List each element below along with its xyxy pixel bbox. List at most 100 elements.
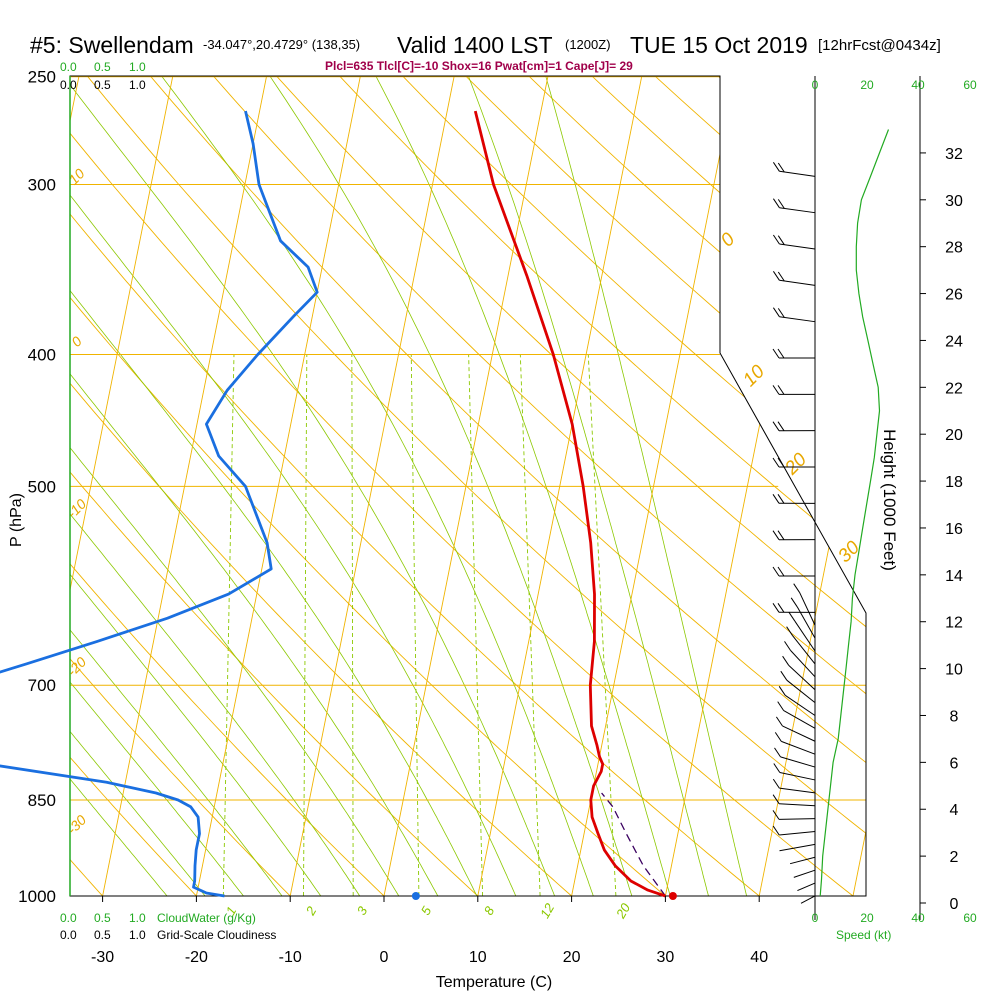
wind-barb-shaft <box>779 243 816 250</box>
stability-params: Plcl=635 Tlcl[C]=-10 Shox=16 Pwat[cm]=1 … <box>325 59 633 73</box>
mixing-ratio-label: 3 <box>354 903 371 917</box>
cloud-bottom-black-1: 0.5 <box>94 928 111 942</box>
dry-adiabat-line <box>566 76 866 896</box>
dry-adiabat-line <box>70 76 866 896</box>
height-tick-label: 14 <box>945 568 963 585</box>
x-tick-label: 40 <box>750 949 768 966</box>
x-axis-title: Temperature (C) <box>436 974 552 991</box>
dry-adiabat-line <box>442 76 866 896</box>
wind-barb-shaft <box>796 606 816 639</box>
pressure-tick-label: 850 <box>28 791 56 810</box>
wind-barb-shaft <box>788 664 816 691</box>
cloudiness-label: Grid-Scale Cloudiness <box>157 928 276 942</box>
surface-temperature-dot <box>668 892 677 900</box>
wind-speed-profile <box>819 129 890 897</box>
cloud-bottom-green-2: 1.0 <box>129 911 146 925</box>
mixing-ratio-line <box>410 354 420 896</box>
wind-barb-flag <box>772 234 780 245</box>
moist-adiabat-line <box>70 76 492 896</box>
moist-adiabat-line <box>253 76 642 896</box>
mixing-ratio-label: 5 <box>418 903 435 917</box>
wind-barb-flag <box>772 794 780 804</box>
wind-barb-shaft <box>779 787 816 794</box>
wind-barb-flag <box>788 611 796 622</box>
wind-barb-shaft <box>781 740 816 755</box>
wind-barb-flag <box>777 457 785 468</box>
station-title: #5: Swellendam <box>30 32 194 58</box>
wind-barb-shaft <box>778 818 816 820</box>
wind-barb-flag <box>777 271 785 282</box>
wind-barb-shaft <box>790 650 816 678</box>
wind-barb-shaft <box>779 772 816 781</box>
moist-adiabat-line <box>70 76 229 896</box>
speed-top-0: 0 <box>812 78 819 92</box>
speed-top-2: 40 <box>911 78 925 92</box>
dry-adiabat-label: 20 <box>781 449 812 480</box>
speed-axis-title: Speed (kt) <box>836 928 891 942</box>
speed-top-3: 60 <box>963 78 977 92</box>
wind-barb-flag <box>784 641 791 651</box>
wind-barb-flag <box>772 566 780 577</box>
wind-barb-flag <box>772 162 780 172</box>
dry-adiabat-line <box>70 76 320 896</box>
dry-adiabat-label: 30 <box>834 537 864 567</box>
height-tick-label: 26 <box>945 287 963 304</box>
sounding-profiles <box>0 110 677 900</box>
height-tick-label: 20 <box>945 427 963 444</box>
height-tick-label: 24 <box>945 333 963 350</box>
dry-adiabat-line <box>317 76 866 896</box>
height-tick-label: 4 <box>950 802 959 819</box>
dry-adiabat-line <box>379 76 866 896</box>
wind-barb-flag <box>772 494 780 504</box>
pressure-tick-label: 700 <box>28 676 56 695</box>
wind-barb-shaft <box>779 207 816 214</box>
wind-barb-flag <box>772 421 780 431</box>
x-tick-label: 10 <box>469 949 487 966</box>
wind-speed-line <box>819 129 890 897</box>
wind-barb-shaft <box>784 694 816 716</box>
cloud-top-green-1: 0.5 <box>94 60 111 74</box>
moist-adiabat-line <box>70 76 567 896</box>
valid-date: TUE 15 Oct 2019 <box>630 32 808 58</box>
dry-adiabats <box>70 76 866 896</box>
mixing-ratio-label: 12 <box>537 900 558 921</box>
wind-barb-flag <box>777 348 785 359</box>
wind-barb-flag <box>777 603 785 613</box>
wind-barb-shaft <box>779 831 816 836</box>
dry-adiabat-line <box>70 76 225 896</box>
dry-adiabat-line <box>70 76 700 896</box>
wind-barb-flag <box>777 235 785 245</box>
cloud-top-black-1: 0.5 <box>94 78 111 92</box>
wind-barb-flag <box>772 810 780 820</box>
pressure-tick-label: 1000 <box>18 887 56 906</box>
x-tick-label: -20 <box>185 949 208 966</box>
height-tick-label: 16 <box>945 521 963 538</box>
wind-barb-flag <box>772 603 780 613</box>
x-tick-label: -30 <box>91 949 114 966</box>
wind-barb-shaft <box>792 635 816 665</box>
dewpoint-line <box>0 110 319 898</box>
wind-barb-flag <box>772 307 780 317</box>
moist-adiabat-line <box>70 76 191 896</box>
height-tick-label: 6 <box>950 755 959 772</box>
cloud-top-green-2: 1.0 <box>129 60 146 74</box>
wind-barb-flag <box>772 457 780 468</box>
wind-barb-shaft <box>780 756 816 768</box>
moist-adiabat-line <box>70 76 417 896</box>
wind-barb-flag <box>777 385 785 395</box>
isotherm-line <box>383 76 575 896</box>
isotherms <box>70 76 866 896</box>
wind-barb-flag <box>772 825 780 836</box>
cloud-top-black-2: 1.0 <box>129 78 146 92</box>
speed-bottom-2: 40 <box>911 911 925 925</box>
moist-adiabat-line <box>362 76 679 896</box>
wind-barb-shaft <box>800 895 816 904</box>
dry-adiabat-line <box>70 76 415 896</box>
wind-barb-flag <box>777 494 785 504</box>
mixing-ratio-label: 2 <box>302 903 319 918</box>
wind-barb-flag <box>772 198 780 208</box>
valid-zulu: (1200Z) <box>565 37 611 52</box>
mixing-ratio-lines <box>222 354 617 896</box>
isotherm-line <box>477 76 669 896</box>
speed-bottom-3: 60 <box>963 911 977 925</box>
